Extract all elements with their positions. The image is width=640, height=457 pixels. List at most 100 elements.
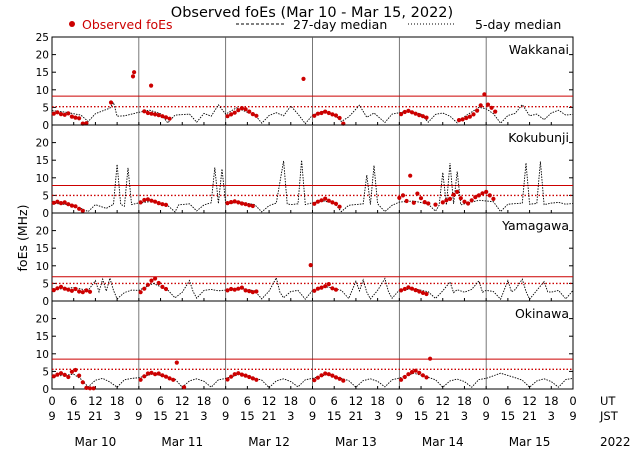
observed-point [142, 286, 147, 291]
jst-hour-label: 3 [287, 409, 294, 423]
observed-point [420, 373, 425, 378]
observed-point [404, 198, 409, 204]
observed-point [156, 280, 161, 286]
observed-point [163, 374, 169, 379]
observed-point [491, 196, 496, 201]
observed-point [174, 360, 179, 365]
observed-point [399, 288, 404, 293]
observed-point [444, 198, 449, 203]
observed-point [337, 115, 342, 121]
observed-point [409, 110, 415, 115]
ut-hour-label: 12 [522, 394, 537, 408]
observed-point [84, 121, 89, 126]
jst-hour-label: 9 [48, 409, 55, 423]
observed-point [402, 286, 407, 292]
observed-point [471, 112, 476, 117]
ut-hour-label: 18 [370, 394, 385, 408]
observed-point [466, 201, 471, 206]
ut-hour-label: 6 [331, 394, 338, 408]
observed-point [462, 199, 467, 204]
station-name: Wakkanai [509, 42, 569, 57]
observed-point [51, 288, 56, 293]
observed-point [323, 284, 328, 289]
observed-point [315, 286, 320, 291]
observed-point [319, 285, 324, 290]
jst-label: JST [599, 409, 619, 423]
observed-point [254, 377, 259, 382]
observed-point [243, 373, 248, 378]
observed-point [58, 201, 64, 206]
observed-point [232, 110, 237, 115]
panel-yamagawa: 0 5 10 15 20 Yamagawa [36, 212, 574, 308]
observed-point [312, 378, 317, 383]
jst-hour-label: 9 [569, 409, 576, 423]
observed-point [433, 202, 438, 207]
ut-hour-label: 6 [244, 394, 251, 408]
observed-point [163, 286, 169, 292]
legend-5day-label: 5-day median [475, 17, 561, 32]
ut-hour-label: 6 [504, 394, 511, 408]
date-label: Mar 15 [509, 435, 551, 449]
observed-point [239, 372, 244, 377]
observed-point [160, 114, 165, 119]
observed-point [229, 200, 234, 205]
observed-point [153, 276, 158, 281]
observed-point [447, 196, 453, 201]
observed-point [145, 110, 150, 116]
observed-point [315, 111, 320, 116]
ut-hour-label: 0 [483, 394, 490, 408]
observed-point [239, 285, 244, 290]
observed-point [455, 189, 460, 194]
ut-hour-label: 18 [110, 394, 125, 408]
observed-point [243, 288, 248, 293]
y-tick-label: 25 [36, 32, 49, 44]
observed-point [243, 107, 248, 112]
y-tick-label: 5 [42, 366, 49, 378]
observed-point [326, 372, 331, 377]
observed-point [66, 111, 71, 116]
observed-point [149, 278, 154, 283]
panel-kokubunji: 0 5 10 15 20 Kokubunji [36, 124, 574, 220]
observed-point [225, 288, 230, 293]
legend: Observed foEs 27-day median 5-day median [69, 17, 561, 32]
ut-hour-label: 12 [435, 394, 450, 408]
observed-point [333, 375, 339, 380]
observed-point [400, 193, 406, 198]
y-tick-label: 15 [36, 67, 49, 79]
observed-point [399, 112, 404, 117]
observed-point [464, 115, 469, 121]
observed-point [62, 372, 67, 377]
y-tick-label: 10 [36, 349, 49, 361]
ut-hour-label: 12 [88, 394, 103, 408]
observed-point [330, 112, 335, 117]
observed-point [467, 114, 472, 119]
observed-point [171, 377, 176, 382]
observed-point [247, 289, 252, 294]
observed-point [142, 109, 147, 114]
y-tick-label: 5 [42, 278, 49, 290]
observed-point [301, 76, 306, 81]
jst-hour-label: 9 [396, 409, 403, 423]
ut-hour-label: 6 [70, 394, 77, 408]
jst-hour-label: 15 [414, 409, 429, 423]
observed-point [149, 111, 154, 116]
y-tick-label: 0 [42, 120, 49, 132]
observed-point [69, 114, 74, 119]
observed-point [330, 373, 335, 378]
observed-point [408, 173, 413, 178]
observed-point [160, 284, 165, 289]
observed-point [458, 196, 463, 201]
observed-point [326, 110, 331, 116]
observed-point [413, 288, 418, 293]
observed-point [145, 282, 150, 287]
ut-hour-label: 12 [349, 394, 364, 408]
legend-observed-marker [69, 21, 75, 27]
observed-point [473, 195, 478, 200]
observed-point [337, 204, 342, 209]
observed-point [399, 377, 404, 382]
observed-point [236, 286, 241, 291]
observed-point [243, 202, 248, 207]
observed-point [73, 204, 78, 209]
jst-hour-label: 21 [175, 409, 190, 423]
jst-hour-label: 3 [461, 409, 468, 423]
